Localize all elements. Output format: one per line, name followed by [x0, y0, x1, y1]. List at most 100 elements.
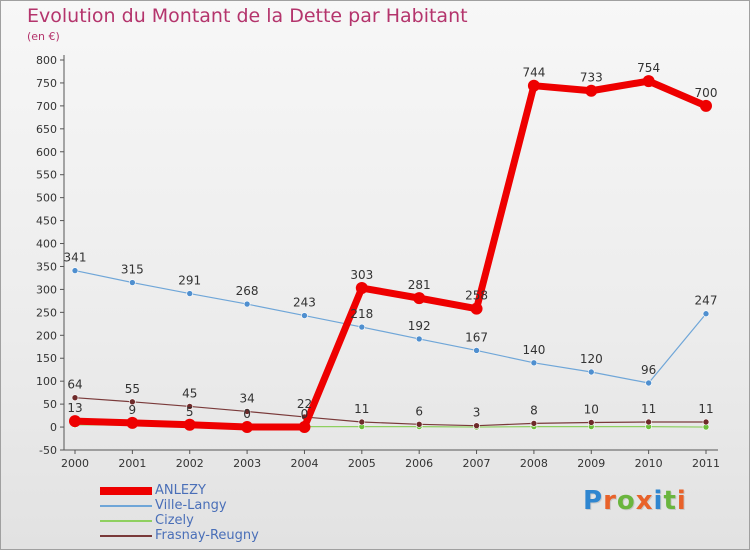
data-point-ville-langy: [358, 323, 366, 331]
legend-item: Ville-Langy: [100, 499, 360, 513]
x-tick-label: 2003: [233, 457, 261, 470]
data-label-frasnay-reugny: 3: [473, 406, 481, 420]
y-tick-label: 450: [36, 215, 57, 228]
y-tick-label: 350: [36, 260, 57, 273]
legend-label: ANLEZY: [155, 483, 206, 498]
data-point-frasnay-reugny: [473, 422, 480, 429]
x-tick-label: 2002: [176, 457, 204, 470]
legend-label: Ville-Langy: [155, 498, 227, 513]
data-point-anlezy: [126, 416, 139, 429]
y-tick-label: 800: [36, 54, 57, 67]
data-label-ville-langy: 167: [465, 330, 488, 344]
data-label-frasnay-reugny: 11: [354, 402, 369, 416]
legend-label: Cizely: [155, 513, 194, 528]
data-label-anlezy: 754: [637, 61, 660, 75]
proxiti-logo: Proxiti: [583, 486, 687, 516]
data-point-ville-langy: [243, 300, 251, 308]
x-tick-label: 2011: [692, 457, 720, 470]
data-label-anlezy: 0: [301, 407, 309, 421]
logo-letter: t: [663, 486, 677, 516]
data-label-anlezy: 744: [522, 66, 545, 80]
data-label-frasnay-reugny: 34: [239, 391, 254, 405]
data-point-ville-langy: [702, 310, 710, 318]
data-label-frasnay-reugny: 11: [698, 402, 713, 416]
y-tick-label: 50: [43, 398, 57, 411]
data-point-frasnay-reugny: [71, 394, 79, 401]
data-point-anlezy: [355, 282, 368, 295]
data-point-ville-langy: [587, 368, 595, 376]
data-label-anlezy: 258: [465, 289, 488, 303]
chart-title: Evolution du Montant de la Dette par Hab…: [27, 5, 468, 27]
data-point-frasnay-reugny: [415, 421, 423, 428]
data-label-ville-langy: 315: [121, 263, 144, 277]
data-label-ville-langy: 120: [580, 352, 603, 366]
data-point-anlezy: [183, 418, 196, 431]
data-label-frasnay-reugny: 45: [182, 386, 197, 400]
data-label-anlezy: 0: [243, 407, 251, 421]
data-point-ville-langy: [301, 312, 308, 319]
data-point-frasnay-reugny: [358, 418, 366, 426]
logo-letter: x: [635, 486, 654, 516]
y-tick-label: 500: [36, 192, 57, 205]
data-label-anlezy: 303: [350, 268, 373, 282]
logo-letter: P: [583, 486, 604, 516]
logo-letter: i: [653, 486, 664, 516]
data-point-frasnay-reugny: [186, 403, 194, 410]
y-tick-label: 100: [36, 375, 57, 388]
data-label-frasnay-reugny: 22: [297, 397, 312, 411]
y-tick-label: 550: [36, 169, 57, 182]
data-point-anlezy: [241, 421, 254, 434]
logo-letter: r: [603, 486, 617, 516]
legend-label: Frasnay-Reugny: [155, 528, 259, 543]
data-label-ville-langy: 247: [695, 294, 718, 308]
data-label-anlezy: 5: [186, 405, 194, 419]
data-label-ville-langy: 291: [178, 274, 201, 288]
data-point-anlezy: [527, 79, 540, 92]
x-tick-label: 2005: [348, 457, 376, 470]
legend-item: Frasnay-Reugny: [100, 529, 360, 543]
data-label-ville-langy: 243: [293, 296, 316, 310]
x-tick-label: 2007: [463, 457, 491, 470]
x-tick-label: 2001: [118, 457, 146, 470]
data-point-anlezy: [298, 421, 311, 434]
data-label-frasnay-reugny: 10: [584, 402, 599, 416]
data-point-anlezy: [413, 292, 426, 305]
y-tick-label: -50: [39, 444, 57, 457]
data-point-frasnay-reugny: [530, 420, 538, 427]
y-tick-label: 750: [36, 77, 57, 90]
data-label-frasnay-reugny: 11: [641, 402, 656, 416]
data-point-anlezy: [470, 302, 483, 315]
y-tick-label: 600: [36, 146, 57, 159]
legend-swatch: [100, 504, 152, 508]
data-label-anlezy: 281: [408, 278, 431, 292]
series-line-anlezy: [74, 77, 708, 431]
legend-item: ANLEZY: [100, 484, 360, 498]
series-line-ville-langy: [74, 270, 707, 384]
x-tick-label: 2006: [405, 457, 433, 470]
data-point-anlezy: [585, 84, 598, 97]
y-tick-label: 300: [36, 283, 57, 296]
legend-item: Cizely: [100, 514, 360, 528]
y-tick-label: 250: [36, 306, 57, 319]
data-point-frasnay-reugny: [645, 418, 652, 426]
data-point-anlezy: [69, 415, 81, 428]
data-point-anlezy: [642, 75, 655, 88]
data-label-frasnay-reugny: 64: [67, 378, 82, 392]
chart-subtitle: (en €): [27, 30, 60, 43]
data-label-anlezy: 9: [129, 403, 137, 417]
legend-swatch: [100, 519, 152, 523]
logo-letter: o: [616, 486, 636, 516]
y-tick-label: 650: [36, 123, 57, 136]
y-tick-label: 700: [36, 100, 57, 113]
logo-letter: i: [676, 486, 687, 516]
data-point-frasnay-reugny: [702, 418, 710, 426]
data-point-ville-langy: [71, 267, 79, 274]
data-label-ville-langy: 192: [408, 319, 431, 333]
legend-swatch: [100, 487, 152, 495]
y-tick-label: 0: [50, 421, 57, 434]
data-point-ville-langy: [415, 335, 423, 343]
data-label-ville-langy: 218: [350, 307, 373, 321]
data-label-ville-langy: 96: [641, 363, 656, 377]
